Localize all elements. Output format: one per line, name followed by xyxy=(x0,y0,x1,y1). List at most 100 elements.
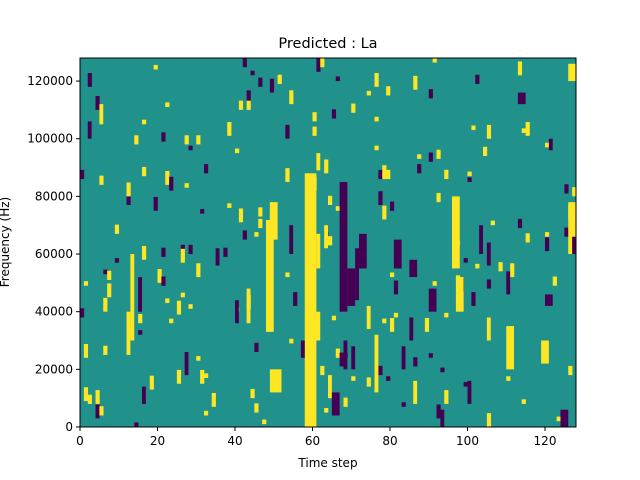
heatmap-cell-high xyxy=(374,145,379,151)
heatmap-cell-high xyxy=(486,124,492,139)
heatmap-cell-high xyxy=(312,112,317,122)
heatmap-cell-low xyxy=(188,145,193,151)
heatmap-cell-high xyxy=(444,169,449,180)
heatmap-cell-low xyxy=(87,72,92,87)
heatmap-region-low xyxy=(401,346,406,370)
heatmap-cell-high xyxy=(324,159,329,174)
heatmap-cell-low xyxy=(471,292,476,306)
heatmap-cell-low xyxy=(242,58,247,68)
heatmap-cell-high xyxy=(351,103,356,113)
heatmap-region-high xyxy=(304,173,317,427)
heatmap-cell-high xyxy=(254,232,259,237)
heatmap-cell-low xyxy=(564,227,569,237)
heatmap-cell-high xyxy=(320,365,325,376)
heatmap-region-low xyxy=(300,340,305,358)
heatmap-cell-low xyxy=(428,152,433,162)
heatmap-cell-high xyxy=(498,262,503,272)
heatmap-region-low xyxy=(289,225,294,255)
heatmap-cell-high xyxy=(103,297,108,312)
heatmap-cell-high xyxy=(475,263,480,269)
heatmap-region-low xyxy=(359,233,367,269)
heatmap-cell-low xyxy=(390,201,395,211)
heatmap-cell-low xyxy=(378,191,383,206)
heatmap-cell-high xyxy=(184,183,189,188)
heatmap-cell-high xyxy=(483,146,488,157)
heatmap-cell-low xyxy=(545,237,550,252)
heatmap-cell-low xyxy=(331,109,337,119)
heatmap-cell-high xyxy=(99,175,104,185)
heatmap-cell-high xyxy=(204,410,209,416)
heatmap-cell-low xyxy=(80,308,85,318)
heatmap-cell-high xyxy=(552,276,557,286)
heatmap-cell-low xyxy=(285,124,290,139)
heatmap-cell-high xyxy=(521,399,526,404)
heatmap-cell-low xyxy=(467,177,472,182)
heatmap-region-low xyxy=(560,409,569,427)
heatmap-cell-high xyxy=(149,375,154,390)
heatmap-cell-high xyxy=(134,135,139,145)
heatmap-region-low xyxy=(355,248,359,301)
heatmap-region-low xyxy=(572,236,576,255)
x-tick-label: 20 xyxy=(150,434,165,448)
heatmap-region-low xyxy=(235,300,239,324)
heatmap-cell-high xyxy=(227,121,232,136)
heatmap-region-low xyxy=(142,386,146,404)
heatmap-cell-low xyxy=(417,164,422,174)
heatmap-cell-low xyxy=(393,280,399,295)
heatmap-cell-low xyxy=(138,330,143,335)
heatmap-region-low xyxy=(548,138,553,151)
heatmap-cell-high xyxy=(331,315,337,321)
heatmap-cell-high xyxy=(83,387,89,402)
heatmap-cell-high xyxy=(142,245,147,260)
heatmap-cell-low xyxy=(246,90,251,105)
heatmap-cell-high xyxy=(204,373,209,378)
heatmap-region-low xyxy=(428,288,437,312)
heatmap-cell-low xyxy=(428,89,433,99)
heatmap-region-high xyxy=(374,334,379,393)
heatmap-cell-high xyxy=(103,345,108,355)
heatmap-cell-low xyxy=(161,247,166,257)
heatmap-cell-high xyxy=(390,318,395,332)
heatmap-cell-high xyxy=(545,232,550,237)
heatmap-cell-high xyxy=(335,348,340,358)
heatmap-region-low xyxy=(506,271,511,295)
heatmap-cell-high xyxy=(95,390,100,404)
heatmap-cell-low xyxy=(95,96,100,110)
chart-title: Predicted : La xyxy=(278,36,377,52)
heatmap-cell-low xyxy=(153,196,158,211)
heatmap-region-high xyxy=(486,317,491,341)
heatmap-cell-high xyxy=(545,142,550,148)
heatmap-cell-high xyxy=(436,149,441,159)
heatmap-cell-high xyxy=(390,272,395,278)
heatmap-cell-high xyxy=(521,128,526,133)
heatmap-region-low xyxy=(409,259,418,278)
heatmap-cell-low xyxy=(564,184,569,194)
x-tick-label: 60 xyxy=(305,434,320,448)
heatmap-cell-low xyxy=(254,342,259,353)
heatmap-cell-high xyxy=(366,90,371,96)
heatmap-cell-high xyxy=(169,318,174,324)
heatmap-cell-low xyxy=(103,269,108,275)
heatmap-region-high xyxy=(269,369,282,393)
heatmap-cell-low xyxy=(339,352,344,367)
plot-area xyxy=(80,58,577,427)
heatmap-cell-high xyxy=(432,281,437,286)
heatmap-cell-high xyxy=(444,312,449,318)
heatmap-cell-high xyxy=(556,416,561,422)
heatmap-cell-low xyxy=(428,353,433,358)
heatmap-cell-low xyxy=(250,70,255,76)
x-tick-label: 80 xyxy=(382,434,397,448)
heatmap-cell-high xyxy=(382,165,387,180)
heatmap-cell-low xyxy=(80,169,85,180)
heatmap-cell-high xyxy=(153,64,158,70)
y-tick-label: 20000 xyxy=(35,362,73,376)
heatmap-cell-high xyxy=(227,203,232,208)
heatmap-cell-high xyxy=(486,413,492,427)
heatmap-cell-high xyxy=(277,74,282,84)
heatmap-region-low xyxy=(215,248,220,266)
heatmap-region-high xyxy=(568,202,576,255)
heatmap-cell-low xyxy=(401,402,406,407)
heatmap-region-low xyxy=(343,340,348,370)
heatmap-cell-high xyxy=(382,318,387,324)
heatmap-cell-high xyxy=(432,58,437,63)
